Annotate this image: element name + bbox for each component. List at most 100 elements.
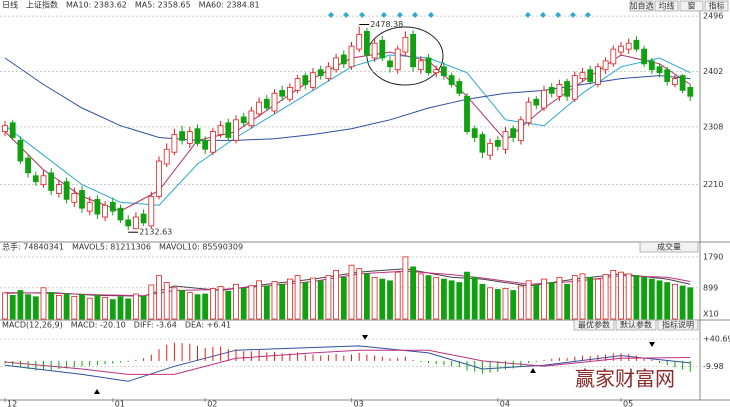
volume-bar bbox=[656, 280, 663, 320]
volume-bar bbox=[248, 285, 255, 320]
candle-body bbox=[94, 198, 101, 215]
volume-bar bbox=[510, 290, 517, 320]
candle bbox=[294, 75, 301, 94]
volume-bar bbox=[487, 287, 494, 320]
candle-body bbox=[333, 57, 340, 71]
toolbar-button[interactable] bbox=[615, 319, 657, 331]
volume-bar bbox=[233, 283, 239, 320]
candle-body bbox=[86, 201, 93, 212]
candle-body bbox=[294, 78, 301, 91]
toolbar-button[interactable] bbox=[573, 319, 615, 331]
y-tick-label: 2402 bbox=[703, 67, 723, 76]
candle bbox=[217, 120, 224, 138]
candle bbox=[25, 153, 32, 178]
volume-bar bbox=[240, 288, 247, 320]
toolbar-label[interactable]: 加自选 bbox=[630, 1, 654, 11]
candle-body bbox=[156, 160, 162, 197]
toolbar-button[interactable] bbox=[639, 241, 699, 253]
candle-body bbox=[587, 69, 594, 82]
toolbar-label[interactable]: 窗 bbox=[688, 1, 696, 11]
candle bbox=[687, 84, 694, 101]
candle bbox=[156, 156, 162, 200]
volume-bar bbox=[410, 266, 417, 320]
volume-bar bbox=[356, 268, 363, 320]
candle-body bbox=[79, 190, 85, 209]
volume-bar bbox=[625, 273, 632, 320]
toolbar-button[interactable] bbox=[704, 0, 729, 12]
volume-bar bbox=[379, 278, 386, 320]
volume-bar bbox=[63, 293, 70, 320]
volume-bar bbox=[641, 276, 647, 320]
candle-body bbox=[263, 98, 270, 109]
x-tick-label: 02 bbox=[207, 400, 217, 407]
volume-bar bbox=[302, 282, 309, 320]
toolbar-label[interactable]: 最优参数 bbox=[578, 320, 610, 330]
candle bbox=[286, 83, 293, 103]
candle-body bbox=[186, 131, 193, 144]
pane-subtitle: 上证指数 bbox=[26, 0, 58, 10]
pane-subtitle: MACD: -20.10 bbox=[71, 321, 126, 330]
volume-bar bbox=[533, 284, 540, 320]
volume-bar bbox=[610, 269, 617, 320]
volume-bar bbox=[140, 296, 147, 320]
volume-bar bbox=[425, 275, 432, 320]
toolbar-label[interactable]: 成交量 bbox=[657, 242, 681, 252]
toolbar-label[interactable]: 指标说明 bbox=[662, 320, 694, 330]
candle bbox=[302, 72, 309, 90]
candle-body bbox=[525, 101, 532, 124]
candle-body bbox=[602, 60, 609, 71]
volume-bar bbox=[156, 275, 162, 320]
toolbar-label[interactable]: 指标 bbox=[709, 1, 725, 11]
candle-body bbox=[148, 196, 155, 227]
toolbar-button[interactable] bbox=[629, 0, 654, 12]
candle bbox=[109, 197, 116, 216]
candle-body bbox=[109, 201, 116, 212]
toolbar-button[interactable] bbox=[654, 0, 679, 12]
candle bbox=[132, 212, 139, 230]
candle bbox=[9, 119, 16, 141]
volume-bar bbox=[371, 276, 378, 320]
candle-body bbox=[425, 57, 432, 74]
candle bbox=[664, 66, 671, 86]
candle bbox=[487, 138, 494, 160]
legend-entry: MA10: 2383.62 bbox=[66, 1, 127, 10]
candle-body bbox=[32, 175, 39, 183]
candle bbox=[595, 63, 601, 88]
volume-bar bbox=[618, 271, 624, 320]
volume-bar bbox=[602, 274, 609, 320]
candle-body bbox=[25, 157, 32, 174]
x-tick-label: 03 bbox=[354, 400, 364, 407]
toolbar-button[interactable] bbox=[679, 0, 704, 12]
candle-body bbox=[656, 66, 663, 74]
candle bbox=[579, 67, 586, 82]
volume-bar bbox=[125, 298, 132, 320]
volume-bar bbox=[525, 280, 532, 320]
volume-bar bbox=[225, 290, 232, 320]
candle bbox=[256, 97, 263, 117]
candle bbox=[625, 38, 632, 54]
volume-bar bbox=[340, 276, 347, 320]
candle-body bbox=[363, 31, 370, 56]
volume-bar bbox=[148, 284, 155, 320]
candle bbox=[40, 169, 47, 188]
line-series bbox=[4, 345, 691, 382]
toolbar-button[interactable] bbox=[657, 319, 699, 331]
candle bbox=[641, 45, 647, 67]
volume-bar bbox=[263, 285, 270, 320]
volume-bar bbox=[672, 283, 678, 320]
volume-bar bbox=[317, 280, 324, 320]
legend-entry: DIFF: -3.64 bbox=[134, 321, 177, 330]
toolbar-label[interactable]: 默认参数 bbox=[620, 320, 652, 330]
candle-body bbox=[618, 45, 624, 53]
candle-body bbox=[371, 42, 378, 59]
candle bbox=[279, 85, 286, 101]
signal-markers bbox=[328, 12, 591, 18]
candle bbox=[571, 71, 578, 103]
candle-body bbox=[302, 75, 309, 85]
candle bbox=[86, 196, 93, 216]
toolbar-label[interactable]: 均线 bbox=[659, 1, 675, 11]
candle bbox=[410, 30, 417, 72]
candle bbox=[679, 73, 686, 94]
candle-body bbox=[17, 140, 24, 162]
